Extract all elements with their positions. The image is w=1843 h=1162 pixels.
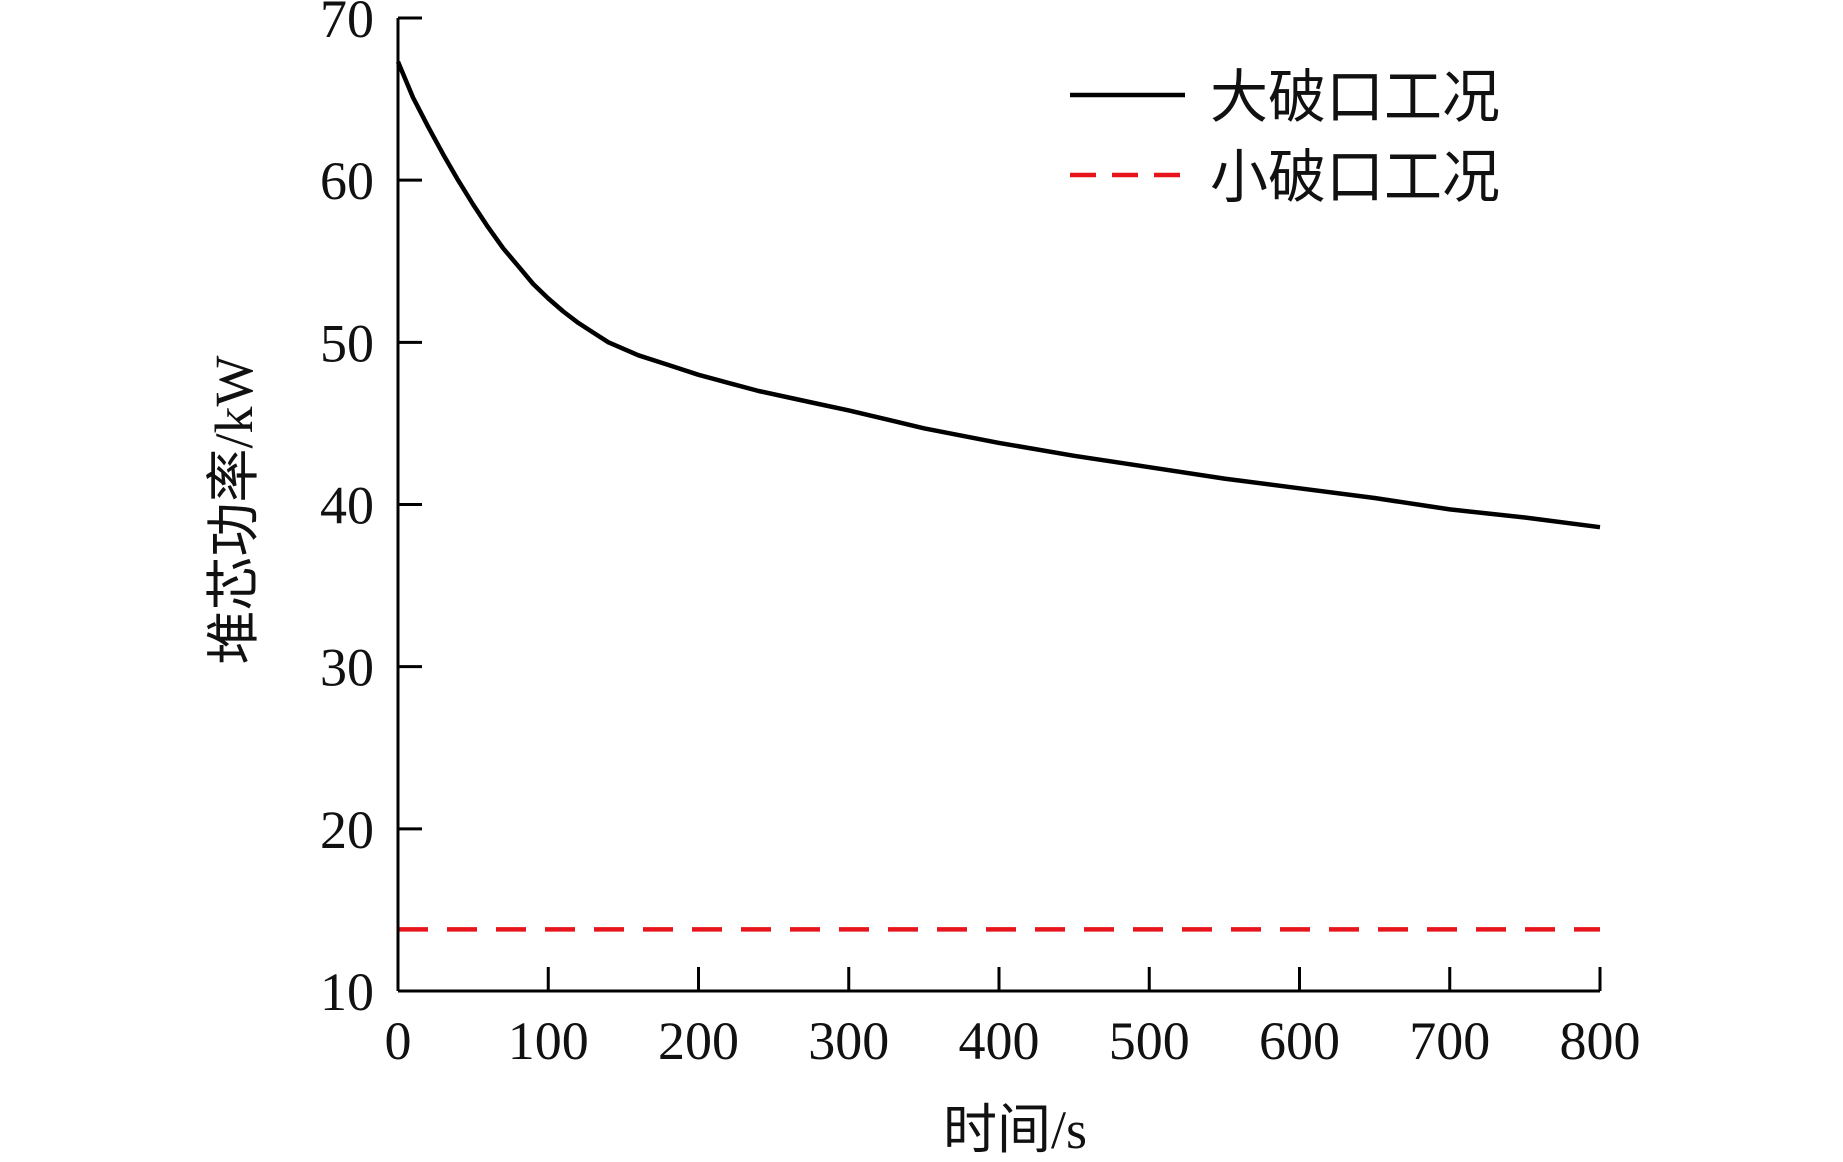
x-tick-label: 200 <box>658 1011 739 1071</box>
x-axis-title: 时间/s <box>943 1100 1087 1160</box>
y-tick-label: 50 <box>320 313 374 373</box>
x-tick-label: 400 <box>959 1011 1040 1071</box>
x-tick-label: 800 <box>1560 1011 1641 1071</box>
y-axis-title: 堆芯功率/kW <box>204 355 264 664</box>
x-tick-label: 700 <box>1409 1011 1490 1071</box>
x-tick-label: 300 <box>808 1011 889 1071</box>
y-tick-label: 70 <box>320 0 374 49</box>
y-tick-label: 20 <box>320 800 374 860</box>
x-tick-label: 0 <box>385 1011 412 1071</box>
axes: 0 100 200 300 400 500 600 700 800 10 20 30 40 50 60 70 <box>320 0 1641 1071</box>
x-tick-label: 100 <box>508 1011 589 1071</box>
legend-label-2: 小破口工况 <box>1210 145 1500 210</box>
y-tick-label: 40 <box>320 476 374 536</box>
series-line-1 <box>395 60 1601 530</box>
plot-lines <box>395 60 1601 932</box>
x-tick-label: 500 <box>1109 1011 1190 1071</box>
y-tick-label: 10 <box>320 962 374 1022</box>
x-tick-label: 600 <box>1259 1011 1340 1071</box>
legend-label-1: 大破口工况 <box>1210 65 1500 130</box>
y-tick-label: 30 <box>320 638 374 698</box>
y-tick-label: 60 <box>320 151 374 211</box>
